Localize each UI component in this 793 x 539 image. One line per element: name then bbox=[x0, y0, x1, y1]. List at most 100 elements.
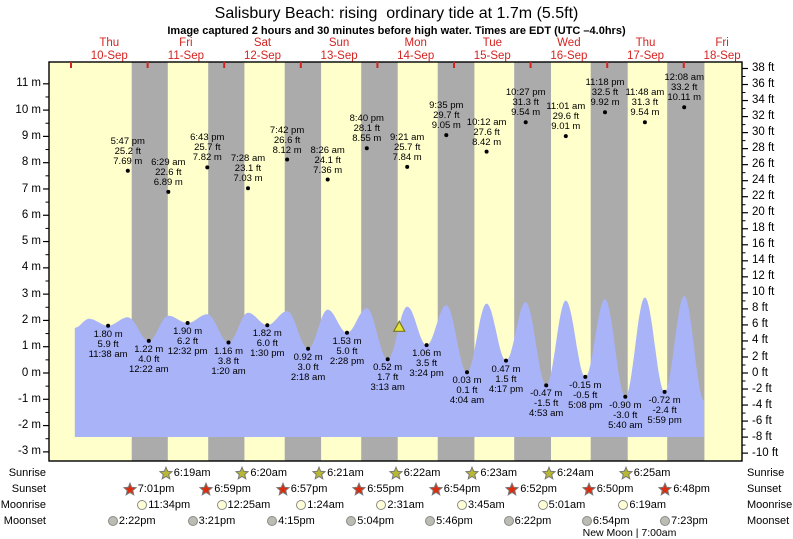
day-date: 10-Sep bbox=[90, 49, 128, 62]
moonrise-time: 3:45am bbox=[468, 499, 505, 511]
low-tide-annotation: 0.03 m 0.1 ft 4:04 am bbox=[449, 375, 485, 407]
night-band bbox=[208, 62, 245, 461]
sunset-star-icon bbox=[428, 482, 443, 496]
moonrise-time: 11:34pm bbox=[148, 499, 191, 511]
day-name: Mon bbox=[404, 37, 427, 49]
high-tide-point bbox=[603, 110, 607, 115]
left-axis-tick-label: -1 m bbox=[18, 392, 41, 405]
moonrise-entry: 11:34pm bbox=[137, 498, 190, 512]
day-label: Thu 10-Sep bbox=[91, 37, 128, 62]
low-tide-annotation: 0.92 m 3.0 ft 2:18 am bbox=[290, 351, 326, 383]
left-axis-tick-label: 0 m bbox=[21, 366, 41, 379]
moonset-time: 6:22pm bbox=[514, 515, 552, 527]
legend-row-label-sunrise: Sunrise bbox=[747, 467, 785, 479]
moonset-entry: 5:04pm bbox=[346, 514, 394, 528]
right-axis-tick-label: 12 ft bbox=[752, 270, 775, 283]
sunset-entry: 6:59pm bbox=[199, 482, 251, 496]
sunset-entry: 6:50pm bbox=[581, 482, 633, 496]
sunset-star-icon bbox=[505, 482, 520, 496]
moonrise-circle-icon bbox=[376, 500, 387, 510]
high-tide-point bbox=[325, 177, 330, 182]
right-axis-tick-label: 34 ft bbox=[752, 94, 775, 107]
low-tide-annotation: 1.53 m 5.0 ft 2:28 pm bbox=[329, 335, 365, 367]
moonset-entry: 6:22pm bbox=[503, 514, 552, 528]
left-axis-tick-label: 1 m bbox=[21, 340, 41, 353]
high-tide-point bbox=[405, 164, 410, 169]
high-tide-annotation: 11:18 pm 32.5 ft 9.92 m bbox=[585, 77, 625, 109]
right-axis-tick-label: 32 ft bbox=[752, 110, 775, 123]
high-tide-point bbox=[563, 134, 568, 139]
legend-row-label-moonrise: Moonrise bbox=[0, 499, 46, 511]
legend-row-label-sunset: Sunset bbox=[11, 483, 46, 495]
high-tide-annotation: 12:08 am 33.2 ft 10.11 m bbox=[664, 72, 704, 104]
high-tide-point bbox=[246, 186, 250, 191]
sunset-time: 6:57pm bbox=[290, 483, 328, 495]
sunrise-entry: 6:20am bbox=[235, 466, 287, 480]
sunrise-star-icon bbox=[618, 466, 633, 480]
moonset-time: 6:54pm bbox=[592, 515, 630, 527]
right-axis-tick-label: 14 ft bbox=[752, 254, 775, 267]
sunrise-time: 6:19am bbox=[173, 467, 211, 479]
day-date: 12-Sep bbox=[243, 49, 282, 62]
low-tide-annotation: -0.15 m -0.5 ft 5:08 pm bbox=[568, 379, 603, 411]
left-axis-tick-label: 4 m bbox=[21, 261, 41, 274]
moonset-time: 5:46pm bbox=[436, 515, 473, 527]
sunrise-time: 6:22am bbox=[403, 467, 441, 479]
moonset-circle-icon bbox=[425, 516, 436, 526]
sunset-star-icon bbox=[275, 482, 290, 496]
day-name: Wed bbox=[557, 37, 581, 49]
legend-row-label-moonrise: Moonrise bbox=[747, 499, 793, 511]
moonset-time: 5:04pm bbox=[357, 515, 394, 527]
low-tide-annotation: 0.47 m 1.5 ft 4:17 pm bbox=[488, 363, 524, 395]
sunrise-time: 6:25am bbox=[633, 467, 671, 479]
high-tide-point bbox=[364, 146, 369, 151]
sunrise-entry: 6:22am bbox=[388, 466, 441, 480]
moonset-entry: 4:15pm bbox=[267, 514, 315, 528]
sunset-star-icon bbox=[199, 482, 214, 496]
moonset-time: 4:15pm bbox=[278, 515, 315, 527]
moonrise-entry: 5:01am bbox=[537, 498, 585, 512]
left-axis-tick-label: 10 m bbox=[15, 103, 41, 116]
right-axis-tick-label: -10 ft bbox=[752, 446, 779, 459]
sunset-star-icon bbox=[122, 482, 137, 496]
low-tide-point bbox=[226, 340, 231, 345]
high-tide-annotation: 10:12 am 27.6 ft 8.42 m bbox=[466, 116, 507, 148]
low-tide-point bbox=[306, 346, 311, 351]
legend-row-label-sunrise: Sunrise bbox=[8, 467, 46, 479]
right-axis-tick-label: 22 ft bbox=[752, 190, 775, 203]
low-tide-point bbox=[106, 323, 111, 328]
high-tide-annotation: 9:35 pm 29.7 ft 9.05 m bbox=[429, 100, 464, 132]
low-tide-point bbox=[662, 389, 667, 394]
left-axis-tick-label: -3 m bbox=[18, 445, 41, 458]
legend-row-label-moonset: Moonset bbox=[747, 515, 790, 527]
high-tide-annotation: 5:47 pm 25.2 ft 7.69 m bbox=[110, 135, 145, 167]
low-tide-annotation: -0.47 m -1.5 ft 4:53 am bbox=[529, 388, 564, 420]
right-axis-tick-label: -2 ft bbox=[752, 382, 772, 395]
left-axis-tick-label: 11 m bbox=[16, 77, 41, 90]
right-axis-tick-label: 18 ft bbox=[752, 222, 775, 235]
left-axis-tick-label: 2 m bbox=[21, 313, 41, 326]
high-tide-annotation: 6:29 am 22.6 ft 6.89 m bbox=[151, 156, 186, 188]
right-axis-tick-label: -6 ft bbox=[752, 414, 772, 427]
day-date: 14-Sep bbox=[397, 49, 435, 62]
moonset-circle-icon bbox=[187, 516, 198, 526]
legend-row-label-moonset: Moonset bbox=[3, 515, 46, 527]
sunset-star-icon bbox=[658, 482, 673, 496]
day-name: Fri bbox=[179, 37, 193, 49]
moonrise-time: 1:24am bbox=[307, 499, 344, 511]
sunrise-time: 6:20am bbox=[250, 467, 288, 479]
day-date: 13-Sep bbox=[320, 49, 358, 62]
low-tide-annotation: 1.06 m 3.5 ft 3:24 pm bbox=[409, 348, 444, 380]
left-axis-tick-label: 3 m bbox=[21, 287, 41, 300]
day-label: Sat 12-Sep bbox=[244, 37, 281, 62]
sunrise-entry: 6:19am bbox=[158, 466, 211, 480]
sunrise-entry: 6:23am bbox=[465, 466, 517, 480]
day-label: Sun 13-Sep bbox=[321, 37, 358, 62]
low-tide-point bbox=[185, 321, 190, 325]
moonset-time: 7:23pm bbox=[671, 515, 708, 527]
moonrise-circle-icon bbox=[537, 500, 548, 510]
low-tide-point bbox=[465, 370, 469, 375]
sunset-entry: 7:01pm bbox=[122, 482, 174, 496]
right-axis-tick-label: -8 ft bbox=[752, 430, 772, 443]
low-tide-annotation: -0.90 m -3.0 ft 5:40 am bbox=[608, 399, 643, 431]
